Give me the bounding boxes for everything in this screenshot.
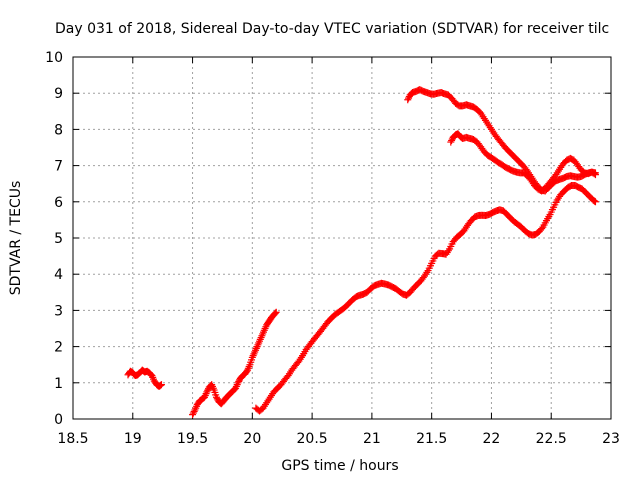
x-tick-label: 22: [483, 431, 501, 447]
x-axis-label: GPS time / hours: [281, 458, 398, 474]
data-point-marker: [272, 308, 280, 316]
data-point-marker: [157, 381, 165, 389]
grid-lines: [73, 57, 611, 419]
x-tick-label: 19.5: [177, 431, 208, 447]
x-tick-label: 21: [363, 431, 381, 447]
data-point-marker: [590, 197, 598, 205]
data-point-marker: [204, 386, 212, 394]
y-tick-label: 8: [54, 122, 63, 138]
chart-title: Day 031 of 2018, Sidereal Day-to-day VTE…: [55, 21, 609, 37]
y-tick-label: 4: [54, 267, 63, 283]
y-tick-label: 7: [54, 159, 63, 175]
plot-border: [72, 56, 612, 420]
data-point-marker: [448, 137, 456, 145]
series-seg3: [252, 182, 599, 415]
data-point-marker: [591, 198, 599, 206]
y-tick-label: 5: [54, 231, 63, 247]
data-point-marker: [404, 96, 412, 104]
data-point-marker: [189, 411, 197, 419]
y-tick-label: 3: [54, 303, 63, 319]
x-tick-label: 18.5: [57, 431, 88, 447]
series-seg1: [124, 366, 165, 390]
series-seg2: [189, 308, 280, 419]
x-tick-label: 20: [243, 431, 261, 447]
data-point-marker: [591, 169, 599, 177]
x-tick-label: 23: [602, 431, 620, 447]
series-seg5: [447, 130, 599, 195]
y-axis-label: SDTVAR / TECUs: [8, 181, 24, 296]
data-point-marker: [271, 309, 279, 317]
y-tick-label: 2: [54, 340, 63, 356]
x-tick-label: 20.5: [297, 431, 328, 447]
data-point-marker: [447, 138, 455, 146]
data-point-marker: [190, 408, 198, 416]
y-tick-label: 9: [54, 86, 63, 102]
data-point-marker: [157, 381, 165, 389]
data-markers: [124, 86, 599, 419]
x-tick-label: 19: [124, 431, 142, 447]
x-axis-ticks: 18.5 19 19.5 20 20.5 21 21.5 22 22.5 23: [57, 57, 620, 447]
series-seg4: [404, 86, 599, 195]
y-tick-label: 10: [45, 50, 63, 66]
data-point-marker: [243, 367, 251, 375]
data-point-marker: [405, 94, 413, 102]
y-tick-label: 0: [54, 412, 63, 428]
x-tick-label: 22.5: [536, 431, 567, 447]
data-point-marker: [156, 382, 164, 390]
y-tick-label: 6: [54, 195, 63, 211]
data-point-marker: [271, 310, 279, 318]
data-point-marker: [538, 225, 546, 233]
data-point-marker: [189, 409, 197, 417]
y-axis-ticks: 0 1 2 3 4 5 6 7 8 9 10: [45, 50, 611, 428]
data-point-marker: [591, 197, 599, 205]
x-tick-label: 21.5: [416, 431, 447, 447]
data-point-marker: [203, 388, 211, 396]
y-tick-label: 1: [54, 376, 63, 392]
